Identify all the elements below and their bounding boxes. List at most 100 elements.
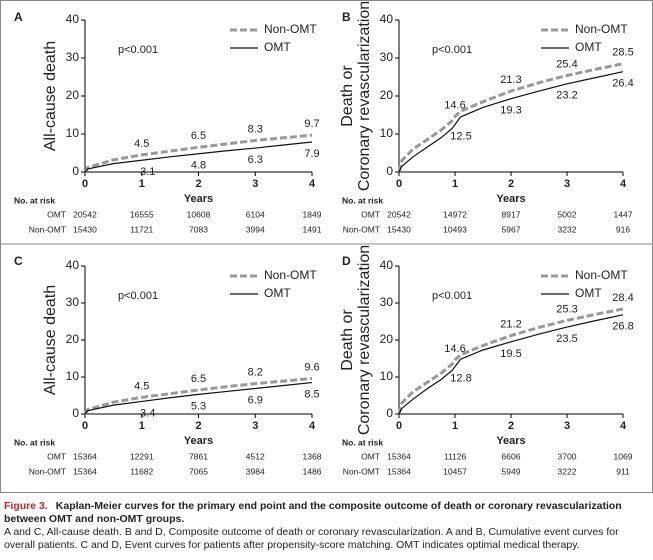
- risk-row-name: OMT: [47, 451, 66, 461]
- x-tick-label: 4: [309, 178, 316, 190]
- data-label: 7.9: [304, 148, 319, 160]
- x-tick-label: 2: [508, 420, 514, 432]
- x-tick-label: 0: [82, 420, 88, 432]
- x-axis-title: Years: [184, 193, 213, 205]
- y-tick-label: 30: [66, 295, 80, 309]
- data-label: 28.5: [612, 47, 633, 59]
- legend-label: OMT: [264, 40, 291, 54]
- risk-value: 916: [616, 224, 630, 234]
- risk-value: 7065: [189, 466, 208, 476]
- risk-value: 3700: [558, 451, 577, 461]
- y-tick-label: 40: [380, 12, 394, 26]
- data-label: 3.1: [140, 166, 155, 178]
- risk-value: 20542: [73, 209, 97, 219]
- risk-value: 5967: [502, 224, 521, 234]
- risk-value: 3984: [246, 466, 265, 476]
- risk-value: 5002: [558, 209, 577, 219]
- data-label: 9.7: [304, 118, 319, 130]
- risk-value: 15430: [73, 224, 97, 234]
- curve: [84, 381, 313, 415]
- x-tick-label: 3: [564, 178, 570, 190]
- x-tick-label: 1: [139, 420, 145, 432]
- risk-value: 1447: [614, 209, 633, 219]
- legend-label: OMT: [264, 286, 291, 300]
- risk-table-title: No. at risk: [14, 195, 55, 205]
- data-label: 25.4: [556, 58, 577, 70]
- risk-value: 3994: [246, 224, 265, 234]
- risk-row-name: OMT: [47, 209, 66, 219]
- y-tick-label: 30: [66, 50, 80, 64]
- risk-value: 6104: [246, 209, 265, 219]
- y-tick-label: 20: [380, 88, 394, 102]
- risk-value: 1069: [614, 451, 633, 461]
- risk-value: 15364: [73, 466, 97, 476]
- y-axis-title: Coronary revascularization: [356, 245, 373, 435]
- y-tick-label: 0: [386, 406, 393, 420]
- data-label: 12.5: [450, 130, 471, 142]
- risk-value: 11682: [130, 466, 153, 476]
- risk-table-title: No. at risk: [14, 437, 55, 447]
- legend-label: Non-OMT: [264, 22, 317, 36]
- risk-row-name: Non-OMT: [343, 224, 380, 234]
- risk-value: 3232: [558, 224, 577, 234]
- x-tick-label: 3: [252, 420, 258, 432]
- y-axis-title: Death or: [339, 65, 356, 127]
- data-label: 9.6: [304, 361, 319, 373]
- risk-value: 10457: [443, 466, 467, 476]
- caption-heading: Figure 3. Kaplan-Meier curves for the pri…: [4, 500, 649, 526]
- risk-value: 20542: [387, 209, 411, 219]
- y-tick-label: 20: [380, 332, 394, 346]
- x-tick-label: 2: [508, 178, 514, 190]
- y-tick-label: 20: [66, 332, 80, 346]
- x-tick-label: 0: [82, 178, 88, 190]
- curve: [83, 376, 313, 415]
- x-tick-label: 4: [309, 420, 316, 432]
- risk-value: 14972: [443, 209, 467, 219]
- y-tick-label: 30: [380, 295, 394, 309]
- x-tick-label: 1: [139, 178, 145, 190]
- x-axis-title: Years: [496, 435, 525, 447]
- curve: [398, 314, 624, 415]
- x-tick-label: 0: [396, 420, 402, 432]
- legend-label: OMT: [575, 286, 602, 300]
- panel-label: D: [342, 254, 351, 268]
- risk-row-name: OMT: [361, 451, 380, 461]
- risk-value: 11721: [130, 224, 153, 234]
- risk-value: 1491: [303, 224, 322, 234]
- legend-label: OMT: [575, 40, 602, 54]
- x-tick-label: 4: [620, 178, 627, 190]
- y-axis-title: Coronary revascularization: [356, 1, 373, 191]
- risk-value: 15364: [387, 451, 411, 461]
- x-tick-label: 1: [452, 420, 458, 432]
- risk-value: 10493: [443, 224, 467, 234]
- data-label: 14.6: [444, 99, 465, 111]
- p-value: p<0.001: [432, 44, 472, 56]
- risk-table-title: No. at risk: [342, 195, 383, 205]
- data-label: 8.5: [304, 388, 319, 400]
- data-label: 3.4: [140, 407, 155, 419]
- x-tick-label: 3: [252, 178, 258, 190]
- y-tick-label: 10: [380, 369, 394, 383]
- panel-label: C: [14, 254, 23, 268]
- data-label: 4.8: [191, 160, 206, 172]
- figure-label: Figure 3.: [4, 500, 48, 512]
- data-label: 4.5: [134, 380, 149, 392]
- x-axis-title: Years: [184, 435, 213, 447]
- panel-label: A: [14, 10, 23, 24]
- data-label: 8.3: [248, 123, 263, 135]
- x-axis-title: Years: [496, 193, 525, 205]
- data-label: 6.9: [248, 394, 263, 406]
- y-tick-label: 0: [72, 406, 79, 420]
- data-label: 19.5: [500, 348, 521, 360]
- risk-value: 6606: [502, 451, 521, 461]
- data-label: 12.8: [450, 373, 471, 385]
- risk-value: 911: [616, 466, 630, 476]
- caption-title: Kaplan-Meier curves for the primary end …: [4, 500, 622, 525]
- data-label: 23.5: [556, 333, 577, 345]
- risk-value: 5949: [502, 466, 521, 476]
- y-tick-label: 0: [72, 164, 79, 178]
- y-tick-label: 40: [66, 12, 80, 26]
- panel-label: B: [342, 10, 351, 24]
